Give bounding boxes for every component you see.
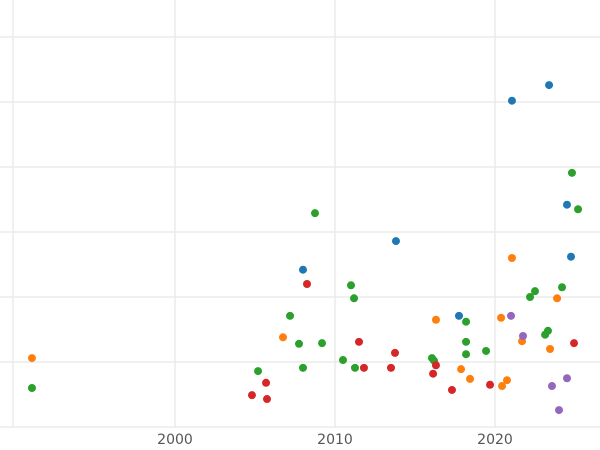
point bbox=[27, 384, 36, 392]
point bbox=[431, 315, 440, 324]
point bbox=[351, 363, 359, 372]
point bbox=[543, 326, 552, 335]
point bbox=[507, 96, 516, 105]
point bbox=[553, 294, 562, 303]
x-tick-label: 2020 bbox=[477, 432, 513, 448]
point bbox=[262, 378, 271, 387]
point bbox=[263, 395, 271, 404]
point bbox=[563, 200, 571, 209]
point bbox=[497, 313, 506, 322]
point bbox=[299, 363, 307, 372]
point bbox=[567, 252, 575, 261]
x-tick-label: 2000 bbox=[157, 432, 193, 448]
point bbox=[547, 382, 556, 391]
point bbox=[359, 363, 368, 372]
point bbox=[507, 311, 515, 320]
point bbox=[247, 391, 256, 400]
point bbox=[286, 311, 295, 320]
point bbox=[570, 339, 579, 348]
point bbox=[447, 385, 456, 394]
point bbox=[339, 356, 347, 365]
point bbox=[347, 281, 355, 290]
point bbox=[391, 237, 400, 246]
point bbox=[254, 367, 263, 376]
point bbox=[555, 406, 563, 415]
point bbox=[567, 168, 576, 177]
point bbox=[519, 332, 527, 340]
x-tick-label: 2010 bbox=[317, 432, 353, 448]
point bbox=[387, 363, 395, 372]
point bbox=[486, 380, 495, 389]
point bbox=[545, 81, 554, 90]
point bbox=[498, 382, 507, 391]
point bbox=[350, 294, 359, 303]
point bbox=[531, 287, 539, 296]
point bbox=[391, 348, 399, 357]
point bbox=[558, 283, 567, 292]
point bbox=[574, 205, 583, 214]
point bbox=[457, 365, 466, 374]
point bbox=[279, 333, 287, 342]
point bbox=[503, 376, 511, 385]
point bbox=[462, 337, 471, 346]
point bbox=[299, 265, 307, 274]
point bbox=[462, 317, 471, 326]
point bbox=[311, 209, 319, 218]
point bbox=[466, 374, 475, 383]
point bbox=[526, 293, 535, 301]
point bbox=[507, 254, 516, 262]
point bbox=[462, 350, 471, 359]
point bbox=[429, 369, 438, 378]
point bbox=[563, 374, 571, 383]
point bbox=[546, 345, 555, 353]
point bbox=[318, 339, 327, 348]
point bbox=[431, 361, 440, 370]
point bbox=[482, 346, 491, 355]
point bbox=[455, 311, 463, 320]
point bbox=[295, 339, 303, 348]
point bbox=[355, 337, 363, 346]
point bbox=[27, 354, 36, 363]
point bbox=[303, 280, 311, 288]
